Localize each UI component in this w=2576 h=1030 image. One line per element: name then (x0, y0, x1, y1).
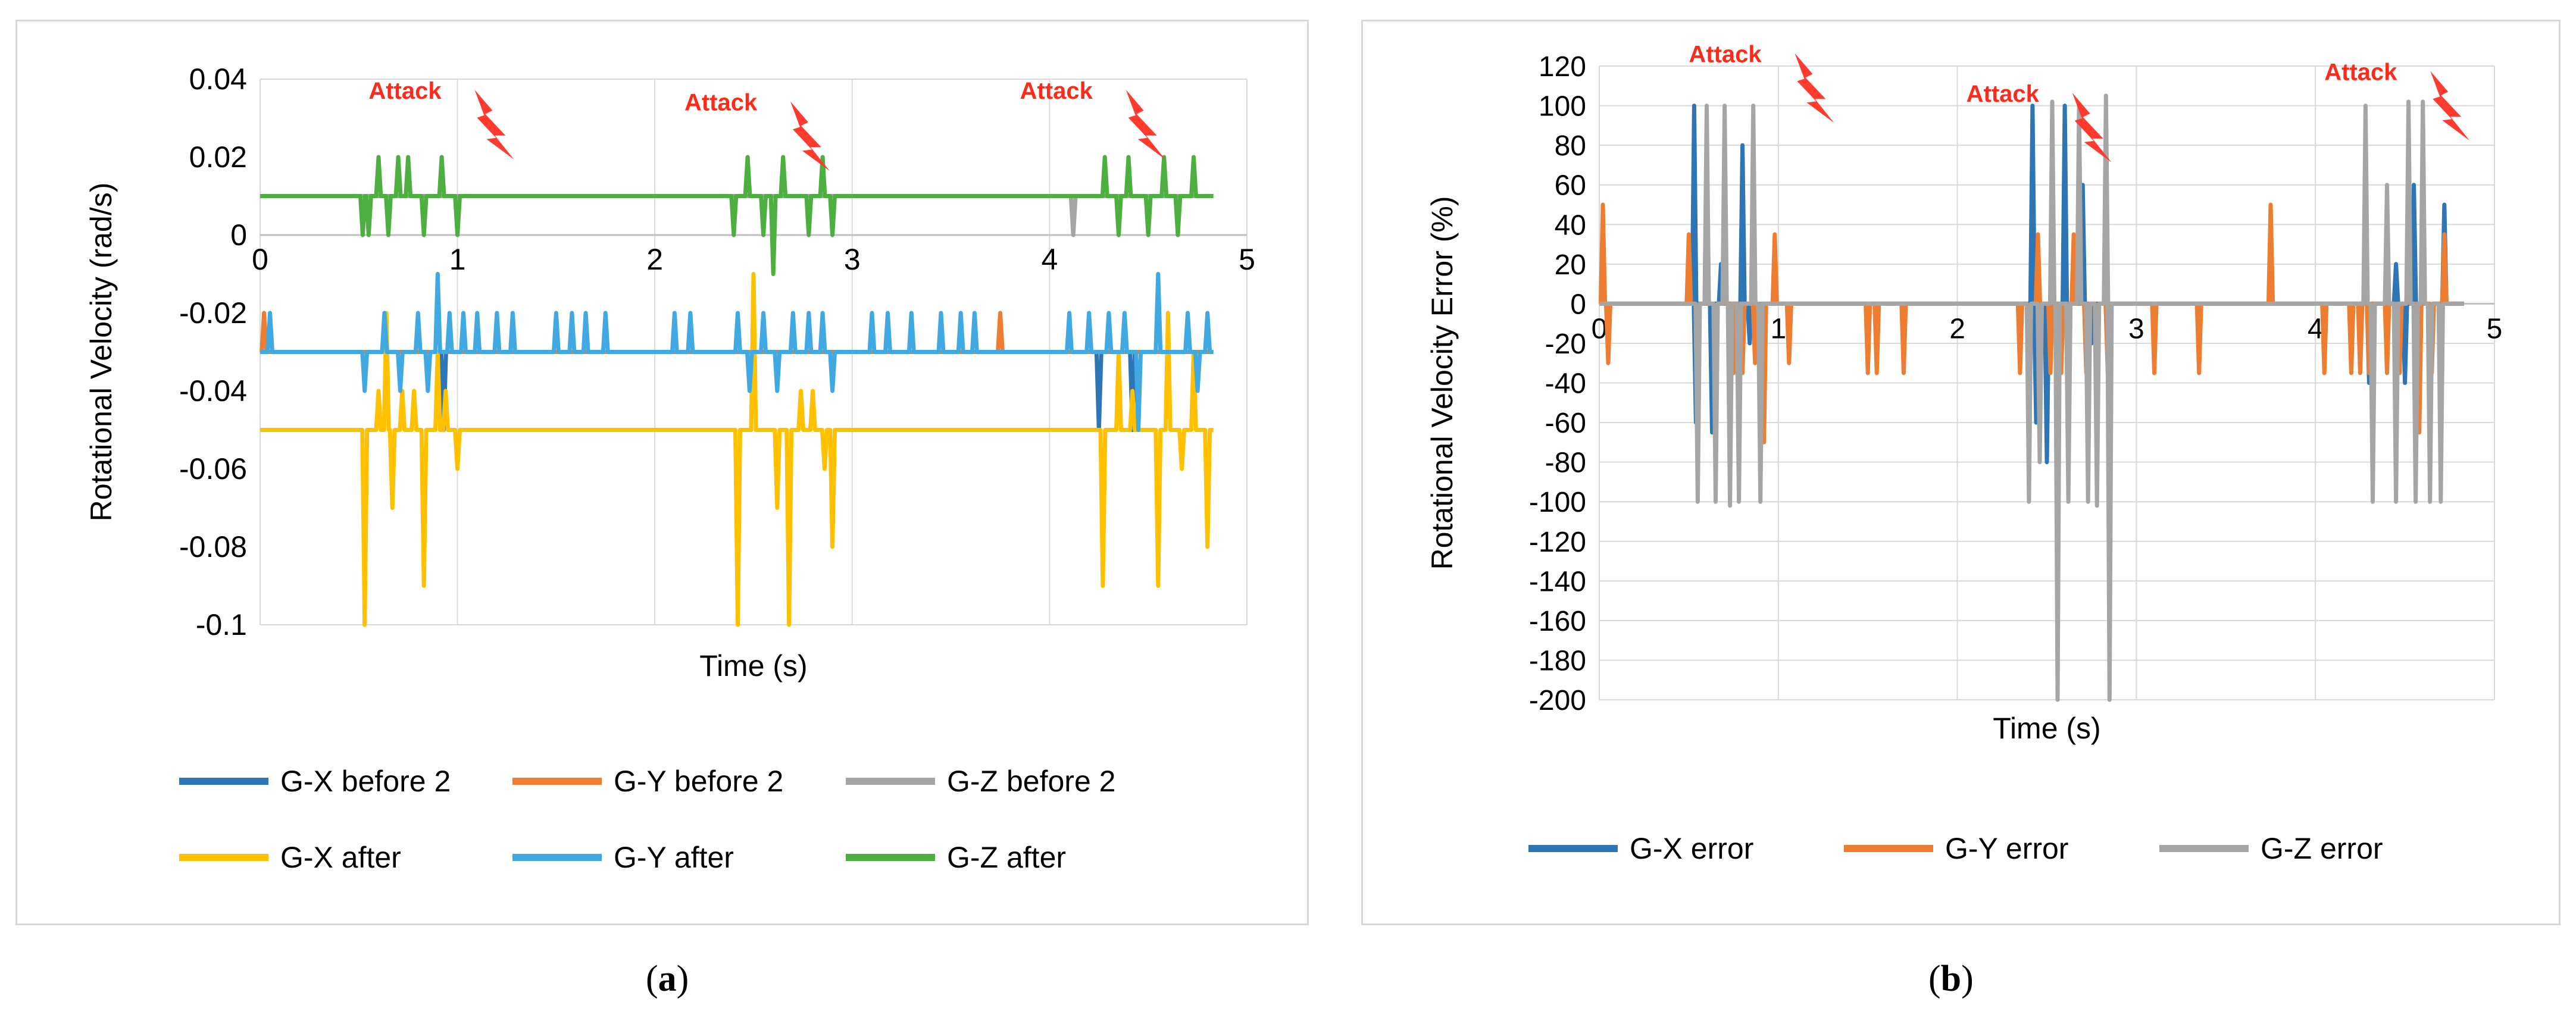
y-tick-label: 0 (1570, 289, 1586, 320)
y-tick-label: -120 (1529, 527, 1586, 558)
legend-label: G-Z before 2 (947, 765, 1115, 798)
x-tick-label: 1 (449, 243, 466, 276)
lightning-bolt-icon (2072, 92, 2112, 162)
y-tick-label: 80 (1555, 130, 1586, 162)
y-tick-label: -0.1 (196, 608, 247, 641)
legend-label: G-Y error (1945, 832, 2068, 865)
lightning-bolt-icon (1795, 53, 1834, 123)
x-tick-label: 5 (2487, 313, 2503, 345)
y-tick-label: -20 (1545, 328, 1586, 360)
y-tick-label: -0.08 (179, 530, 247, 563)
y-tick-label: 120 (1539, 51, 1586, 83)
x-tick-label: 1 (1770, 313, 1786, 345)
lightning-bolt-icon (790, 101, 830, 171)
y-tick-label: -0.04 (179, 374, 247, 408)
lightning-bolt-icon (2430, 71, 2470, 141)
y-tick-label: -0.02 (179, 296, 247, 330)
attack-annotation: Attack (368, 78, 442, 104)
x-tick-label: 5 (1239, 243, 1255, 276)
legend-label: G-X before 2 (280, 765, 451, 798)
y-tick-label: -60 (1545, 408, 1586, 439)
y-axis-label: Rotational Velocity Error (%) (1425, 196, 1459, 569)
series-line-g-x-after (260, 272, 1214, 627)
x-tick-label: 0 (252, 243, 268, 276)
attack-annotation: Attack (2324, 59, 2397, 85)
y-tick-label: -0.06 (179, 452, 247, 486)
series-line-g-z-after (260, 155, 1214, 276)
chart-panel-a: -0.1 -0.08 -0.06 -0.04 -0.02 0 0.02 0.04 0 1 2 3 4 5 A… (15, 20, 1309, 925)
series-line-g-y-after (260, 272, 1214, 432)
legend-label: G-Z error (2261, 832, 2383, 865)
attack-annotation: Attack (1967, 81, 2040, 107)
y-tick-label: 0.02 (189, 140, 247, 174)
y-tick-label: 20 (1555, 249, 1586, 281)
y-tick-label: 0 (230, 218, 247, 252)
attack-annotation: Attack (684, 89, 758, 115)
x-tick-label: 3 (844, 243, 861, 276)
y-tick-label: -180 (1529, 645, 1586, 677)
x-tick-label: 3 (2128, 313, 2144, 345)
x-tick-label: 2 (1949, 313, 1965, 345)
y-tick-label: 40 (1555, 209, 1586, 241)
legend-label: G-X after (280, 841, 401, 874)
x-tick-label: 2 (646, 243, 663, 276)
chart-panel-b: -200 -180 -160 -140 -120 -100 -80 -60 -40 -20 0 20 4… (1361, 20, 2561, 925)
legend-label: G-Y after (614, 841, 734, 874)
y-tick-label: 100 (1539, 91, 1586, 123)
chart-b-svg: -200-180-160-140-120-100-80-60-40-200204… (1425, 41, 2503, 865)
lightning-bolt-icon (1126, 89, 1165, 159)
legend-label: G-X error (1630, 832, 1753, 865)
y-tick-label: -80 (1545, 447, 1586, 479)
y-axis-label: Rotational Velocity (rad/s) (85, 183, 118, 522)
y-tick-label: 60 (1555, 170, 1586, 202)
caption-b: (b) (1928, 959, 1974, 999)
y-tick-label: -140 (1529, 566, 1586, 597)
x-tick-label: 4 (1041, 243, 1058, 276)
legend-label: G-Y before 2 (614, 765, 783, 798)
y-tick-label: 0.04 (189, 62, 247, 96)
y-tick-label: -200 (1529, 685, 1586, 716)
legend-label: G-Z after (947, 841, 1066, 874)
x-axis-label: Time (s) (699, 649, 807, 683)
y-tick-label: -100 (1529, 487, 1586, 518)
caption-a: (a) (646, 959, 689, 999)
y-tick-label: -160 (1529, 606, 1586, 637)
lightning-bolt-icon (474, 89, 514, 159)
attack-annotation: Attack (1689, 41, 1762, 67)
y-tick-label: -40 (1545, 368, 1586, 400)
attack-annotation: Attack (1020, 78, 1093, 104)
series-line-g-z-error (1599, 93, 2464, 702)
x-axis-label: Time (s) (1993, 712, 2100, 745)
